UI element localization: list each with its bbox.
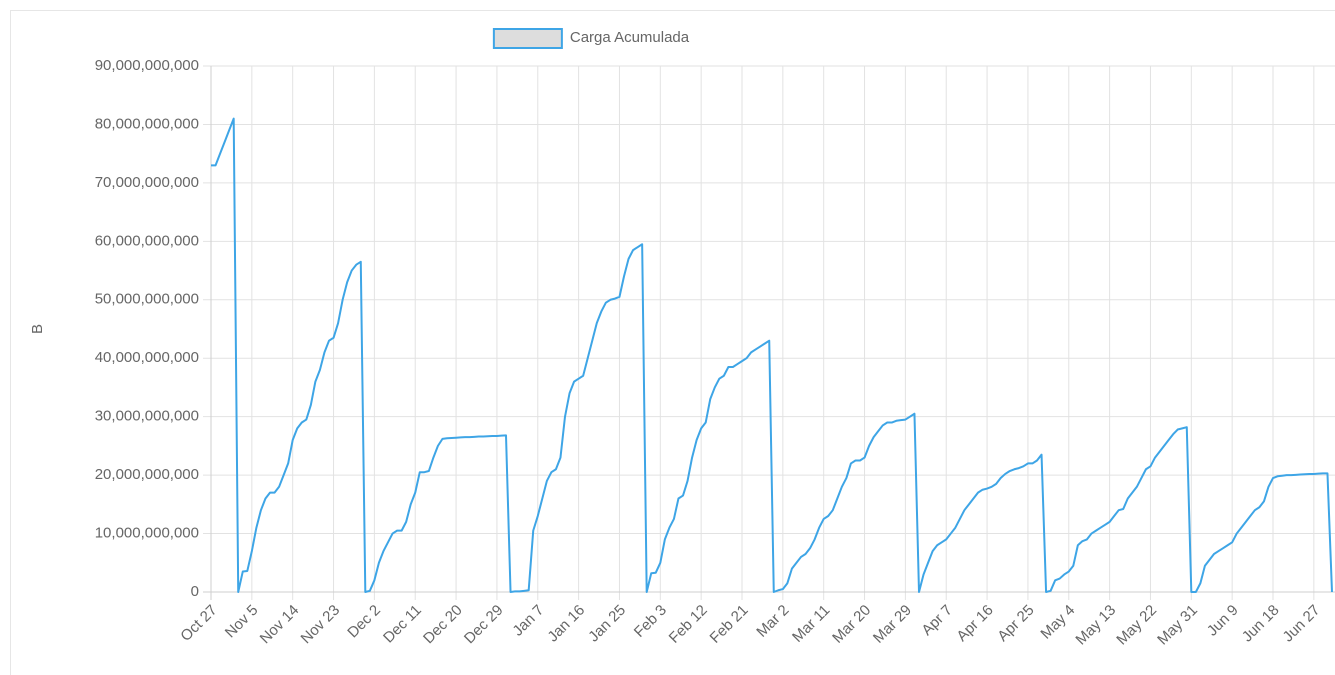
y-tick-label: 20,000,000,000 — [95, 466, 199, 483]
y-tick-label: 10,000,000,000 — [95, 525, 199, 542]
y-tick-label: 0 — [191, 583, 199, 600]
data-line — [211, 117, 1333, 593]
y-tick-label: 50,000,000,000 — [95, 291, 199, 308]
y-tick-label: 90,000,000,000 — [95, 57, 199, 74]
y-tick-label: 70,000,000,000 — [95, 174, 199, 191]
y-tick-label: 60,000,000,000 — [95, 232, 199, 249]
y-tick-label: 30,000,000,000 — [95, 408, 199, 425]
y-tick-label: 40,000,000,000 — [95, 349, 199, 366]
legend-swatch — [492, 28, 563, 49]
legend-item: Carga Acumulada — [492, 28, 690, 49]
legend-label: Carga Acumulada — [570, 29, 690, 46]
y-axis-label: B — [29, 324, 46, 334]
y-tick-label: 80,000,000,000 — [95, 115, 199, 132]
card — [10, 10, 1335, 675]
